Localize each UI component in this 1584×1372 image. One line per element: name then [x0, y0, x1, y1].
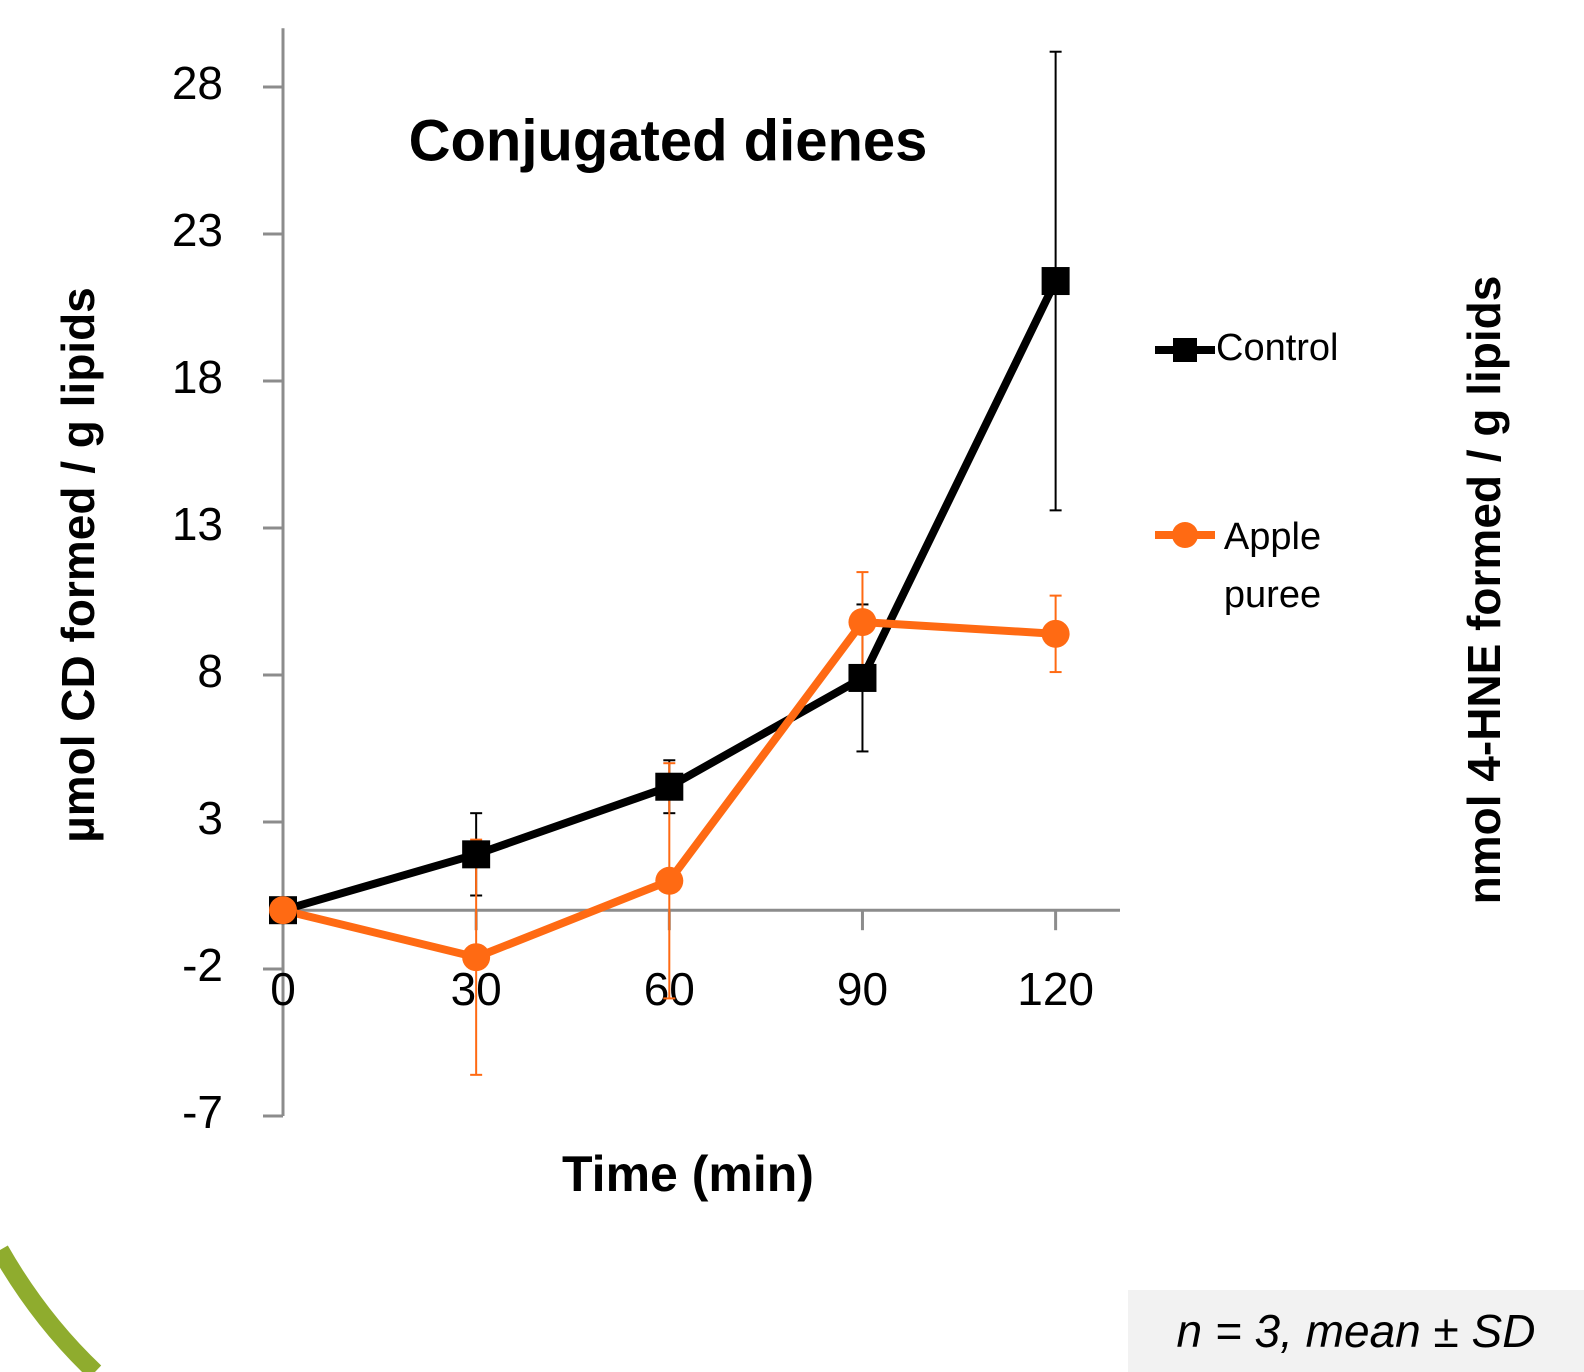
marker	[655, 866, 684, 895]
footnote: n = 3, mean ± SD	[1128, 1290, 1584, 1372]
y-tick-label: -7	[182, 1086, 223, 1138]
marker	[462, 840, 491, 869]
marker	[1041, 619, 1070, 648]
marker	[1041, 267, 1070, 296]
decoration-arc	[0, 1245, 102, 1372]
y-tick-label: 18	[172, 351, 223, 403]
y-tick-label: -2	[182, 939, 223, 991]
legend-label: Control	[1216, 327, 1339, 369]
marker	[269, 896, 297, 925]
y-tick-label: 23	[172, 204, 223, 256]
legend-label: Apple puree	[1223, 516, 1322, 616]
marker	[848, 608, 877, 637]
y-axis-label: µmol CD formed / g lipids	[52, 287, 104, 843]
x-tick-label: 90	[837, 963, 888, 1015]
x-tick-label: 0	[270, 963, 296, 1015]
x-tick-label: 120	[1017, 963, 1094, 1015]
y-tick-label: 3	[197, 792, 223, 844]
y-tick-label: 13	[172, 498, 223, 550]
marker	[848, 663, 877, 692]
legend-marker	[1172, 522, 1198, 548]
y2-axis-label: nmol 4-HNE formed / g lipids	[1458, 276, 1510, 905]
marker	[462, 943, 491, 972]
y-tick-label: 28	[172, 57, 223, 109]
marker	[655, 772, 684, 801]
y-tick-label: 8	[197, 645, 223, 697]
legend-marker	[1173, 338, 1197, 362]
x-axis-label: Time (min)	[562, 1146, 814, 1202]
chart-title: Conjugated dienes	[409, 108, 928, 173]
